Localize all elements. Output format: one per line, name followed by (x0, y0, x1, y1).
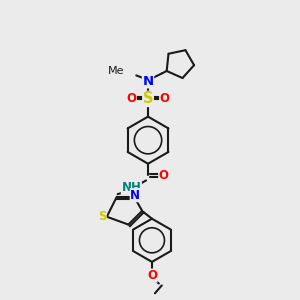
Text: S: S (98, 210, 106, 223)
Text: O: O (126, 92, 136, 106)
Text: Me: Me (108, 67, 124, 76)
Text: O: O (147, 269, 157, 282)
Text: O: O (159, 169, 169, 182)
Text: methyl: methyl (126, 71, 131, 73)
Text: S: S (143, 92, 153, 106)
Text: O: O (160, 92, 170, 106)
Text: N: N (142, 75, 154, 88)
Text: N: N (130, 189, 140, 202)
Text: NH: NH (122, 181, 141, 194)
